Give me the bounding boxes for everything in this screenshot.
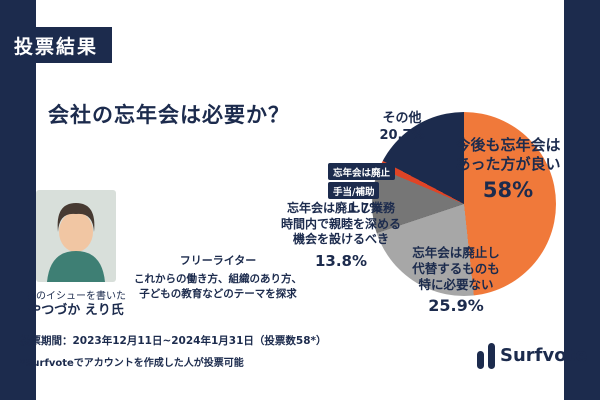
pie-chart [372,112,556,296]
slice-label-abolish-no-replacement-line2: 代替するものも [412,261,500,276]
right-accent-band [564,0,600,400]
poll-period: 投票期間：2023年12月11日~2024年1月31日（投票数58*） [20,335,327,347]
author-caption: このイシューを書いた [26,291,126,302]
surfvote-wordmark: Surfvote [500,345,588,366]
slice-label-abolish-worktime-social-line1: 忘年会は廃止し業務 [286,201,395,215]
slice-label-abolish-no-replacement-line3: 特に必要ない [418,277,494,292]
slice-value-abolish-no-replacement: 25.9% [428,296,484,315]
slice-value-abolish-allowance: 1.7% [348,201,382,215]
slice-label-abolish-no-replacement-line1: 忘年会は廃止し [412,245,500,260]
slice-label-other-line1: その他 [382,111,422,126]
slice-value-other: 20.7% [379,128,425,143]
slice-label-other: その他 20.7% [370,110,434,143]
slice-label-abolish-allowance-pill1: 忘年会は廃止 [328,163,396,180]
slice-label-abolish-no-replacement: 忘年会は廃止し 代替するものも 特に必要ない 25.9% [408,245,504,315]
poll-result-badge-label: 投票結果 [13,35,98,58]
slice-label-abolish-worktime-social-line2: 時間内で親睦を深める [280,216,401,231]
slice-label-keep-party: 今後も忘年会は あった方が良い 58% [452,136,564,202]
slice-value-keep-party: 58% [482,178,534,202]
poll-eligibility-note: *Surfvoteでアカウントを作成した人が投票可能 [20,358,244,369]
author-photo-placeholder [36,190,116,282]
surfvote-logo: Surfvote [477,343,587,369]
left-accent-band [0,0,36,400]
slice-label-abolish-worktime-social-line3: 機会を設けるべき [292,232,389,246]
author-bio: フリーライター これからの働き方、組織のあり方、 子どもの教育などのテーマを探求 [128,252,308,301]
author-bio-line-2: 子どもの教育などのテーマを探求 [139,287,297,300]
slice-value-abolish-worktime-social: 13.8% [314,251,368,270]
surfvote-logo-icon [477,343,495,369]
author-role: フリーライター [179,254,257,267]
poll-result-badge: 投票結果 [0,27,112,63]
author-photo [36,190,116,282]
slice-label-abolish-worktime-social: 忘年会は廃止し業務 時間内で親睦を深める 機会を設けるべき 13.8% [280,201,402,270]
slice-label-abolish-allowance-pill2: 手当/補助 [328,182,380,199]
author-bio-line-1: これからの働き方、組織のあり方、 [134,273,302,285]
slice-label-keep-party-line2: あった方が良い [455,155,561,173]
slice-label-keep-party-line1: 今後も忘年会は [455,136,561,154]
poll-title: 会社の忘年会は必要か？ [48,103,290,127]
slice-label-abolish-allowance: 忘年会は廃止 手当/補助 1.7% [328,163,402,215]
author-name: やつづか えり氏 [28,303,124,318]
